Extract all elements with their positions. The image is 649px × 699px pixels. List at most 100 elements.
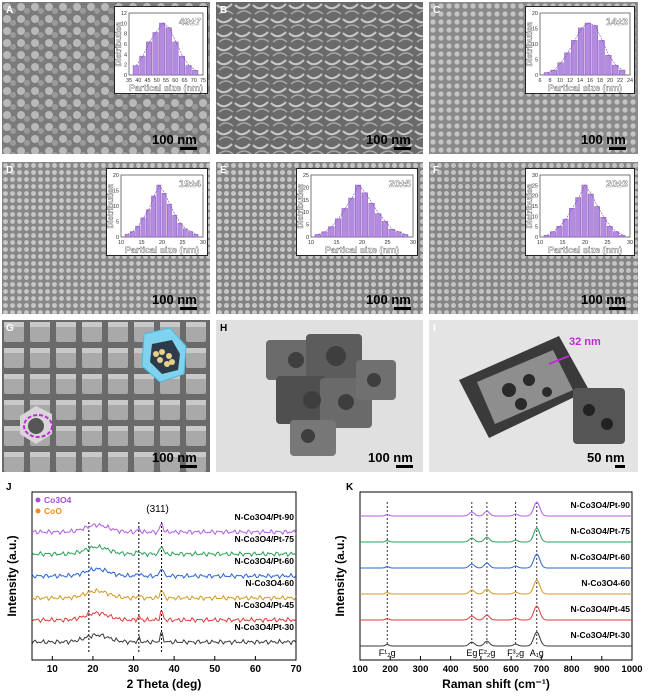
inset-x-tick: 22	[617, 78, 623, 84]
raman-series-line	[360, 579, 632, 595]
inset-x-label: Partical size (nm)	[129, 83, 203, 93]
histogram-bar	[188, 231, 193, 238]
inset-x-tick: 25	[179, 240, 185, 246]
sem-panel-g: G 100 nm	[2, 320, 210, 472]
scale-bar: 100 nm	[152, 292, 197, 310]
xrd-series-line	[31, 632, 297, 646]
size-distribution-inset: 10 15 20 25 30 0 5 10 15 20 25 30 Partical size (nm)…	[525, 168, 635, 256]
inset-y-tick: 15	[303, 198, 309, 204]
inset-x-tick: 50	[154, 78, 160, 84]
inset-y-tick: 10	[121, 21, 127, 27]
inset-y-tick: 6	[124, 42, 127, 48]
x-tick-label: 60	[250, 664, 262, 675]
histogram-bar	[165, 27, 172, 76]
histogram-bar	[368, 203, 375, 238]
histogram-bar	[140, 217, 146, 238]
inset-x-tick: 10	[537, 240, 543, 246]
histogram-bar	[402, 234, 409, 238]
sem-panel-f: F 10 15 20 25 30 0 5 10 15 20 25 30 Partical size (n…	[429, 162, 638, 314]
series-label: N-Co3O4/Pt-60	[234, 556, 294, 566]
inset-x-label: Partical size (nm)	[125, 245, 199, 255]
inset-y-tick: 8	[124, 32, 127, 38]
histogram-bar	[581, 184, 588, 238]
histogram-bar	[192, 70, 199, 76]
inset-x-tick: 10	[557, 78, 563, 84]
size-distribution-inset: 10 15 20 25 30 0 5 10 15 20 25 Partical size (nm) Di…	[296, 168, 418, 256]
histogram-bar	[132, 65, 139, 76]
x-tick-label: 300	[413, 664, 429, 675]
panel-letter: D	[6, 165, 14, 176]
inset-y-tick: 0	[306, 235, 309, 241]
scale-bar: 100 nm	[152, 450, 197, 468]
histogram-bar	[178, 55, 185, 76]
tem-texture-h	[216, 320, 423, 472]
inset-y-label: Distribution	[526, 21, 534, 66]
x-tick-label: 900	[594, 664, 610, 675]
histogram-bar	[185, 65, 192, 76]
inset-x-tick: 10	[308, 240, 314, 246]
raman-series-line	[360, 605, 632, 621]
size-distribution-inset: 35 40 45 50 55 60 65 70 75 0 2 4 6 8 10 12 Partical size…	[114, 6, 208, 94]
histogram-bar	[613, 231, 619, 238]
histogram-bar	[152, 32, 159, 76]
inset-y-tick: 25	[532, 183, 538, 189]
peak-label: A₁g	[530, 648, 544, 658]
raman-chart: K 100 200 300 400 500 600 700 800 900 1000 Raman sh…	[333, 482, 643, 691]
inset-y-label: Distribution	[526, 183, 534, 228]
histogram-bar	[618, 69, 626, 76]
histogram-bar	[124, 234, 130, 238]
panel-letter: B	[220, 5, 228, 16]
histogram-bar	[177, 223, 183, 238]
histogram-bar	[619, 235, 626, 238]
inset-y-tick: 5	[116, 220, 119, 226]
panel-letter: G	[6, 323, 14, 334]
inset-x-tick: 60	[172, 78, 178, 84]
inset-y-tick: 5	[306, 223, 309, 229]
histogram-bar	[355, 184, 362, 238]
xrd-series-line	[31, 566, 297, 580]
inset-x-tick: 8	[548, 78, 551, 84]
inset-x-tick: 35	[126, 78, 132, 84]
panel-letter: H	[220, 323, 228, 334]
x-tick-label: 800	[564, 664, 580, 675]
size-distribution-inset: 6 8 10 12 14 16 18 20 22 24 0 5 10 15 20 Partical size …	[525, 6, 635, 94]
histogram-bar	[193, 234, 199, 238]
series-label: N-Co3O4/Pt-75	[570, 526, 630, 536]
xrd-series-line	[31, 610, 297, 624]
panel-letter: F	[433, 165, 440, 176]
x-tick-label: 10	[47, 664, 59, 675]
inset-x-tick: 10	[118, 240, 124, 246]
inset-x-tick: 70	[191, 78, 197, 84]
inset-y-tick: 25	[303, 173, 309, 179]
histogram-bar	[543, 72, 551, 76]
scale-bar: 100 nm	[368, 450, 413, 468]
inset-x-label: Partical size (nm)	[325, 245, 399, 255]
sem-texture-b	[216, 2, 423, 154]
inset-x-tick: 40	[135, 78, 141, 84]
histogram-bar	[341, 208, 348, 238]
histogram-bar	[569, 208, 575, 238]
fit-curve	[547, 184, 623, 236]
x-tick-label: 30	[128, 664, 140, 675]
inset-x-tick: 75	[200, 78, 206, 84]
series-label: N-Co3O4-60	[245, 578, 294, 588]
histogram: 35 40 45 50 55 60 65 70 75 0 2 4 6 8 10 12 Partical size…	[114, 11, 206, 93]
histogram-bar	[146, 41, 153, 76]
inset-x-tick: 65	[181, 78, 187, 84]
xrd-chart: J 10 20 30 40 50 60 70 2 Theta (deg) Intensity (a…	[5, 482, 302, 691]
histogram: 10 15 20 25 30 0 5 10 15 20 25 30 Partical size (nm)…	[525, 173, 633, 255]
inset-y-tick: 20	[113, 173, 119, 179]
inset-x-tick: 20	[607, 78, 613, 84]
series-label: N-Co3O4/Pt-30	[234, 622, 294, 632]
histogram-bar	[172, 214, 178, 238]
histogram-bar	[334, 218, 342, 238]
inset-y-tick: 5	[535, 225, 538, 231]
histogram-bar	[172, 41, 179, 76]
histogram-bar	[556, 226, 563, 238]
inset-y-tick: 0	[116, 235, 119, 241]
series-label: N-Co3O4/Pt-45	[570, 604, 630, 614]
series-label: N-Co3O4/Pt-60	[570, 552, 630, 562]
inset-x-tick: 20	[582, 240, 588, 246]
